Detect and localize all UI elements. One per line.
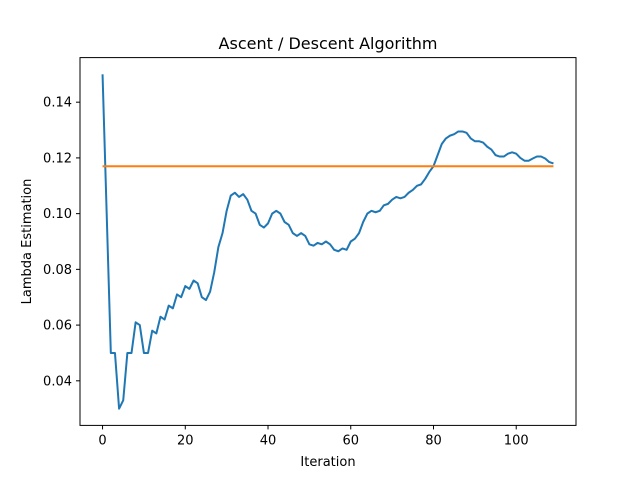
y-tick-label: 0.06 [43, 319, 72, 334]
y-axis-label: Lambda Estimation [20, 179, 35, 305]
series-line-1 [101, 74, 554, 410]
axes-frame [79, 57, 577, 426]
x-tick-label: 60 [342, 433, 359, 448]
y-tick-label: 0.10 [43, 207, 72, 222]
x-tick-label: 0 [98, 433, 106, 448]
x-tick-label: 100 [504, 433, 529, 448]
x-tick-label: 20 [177, 433, 194, 448]
y-tick-label: 0.12 [43, 151, 72, 166]
y-tick-label: 0.14 [43, 96, 72, 111]
chart-title: Ascent / Descent Algorithm [219, 34, 438, 53]
y-axis-ticks: 0.04 0.06 0.08 0.10 0.12 0.14 [43, 96, 80, 389]
x-axis-ticks: 0 20 40 60 80 100 [98, 425, 529, 448]
y-tick-label: 0.08 [43, 263, 72, 278]
y-tick-label: 0.04 [43, 374, 72, 389]
x-axis-label: Iteration [300, 455, 355, 470]
x-tick-label: 80 [425, 433, 442, 448]
plot-area [101, 74, 554, 410]
x-tick-label: 40 [260, 433, 277, 448]
